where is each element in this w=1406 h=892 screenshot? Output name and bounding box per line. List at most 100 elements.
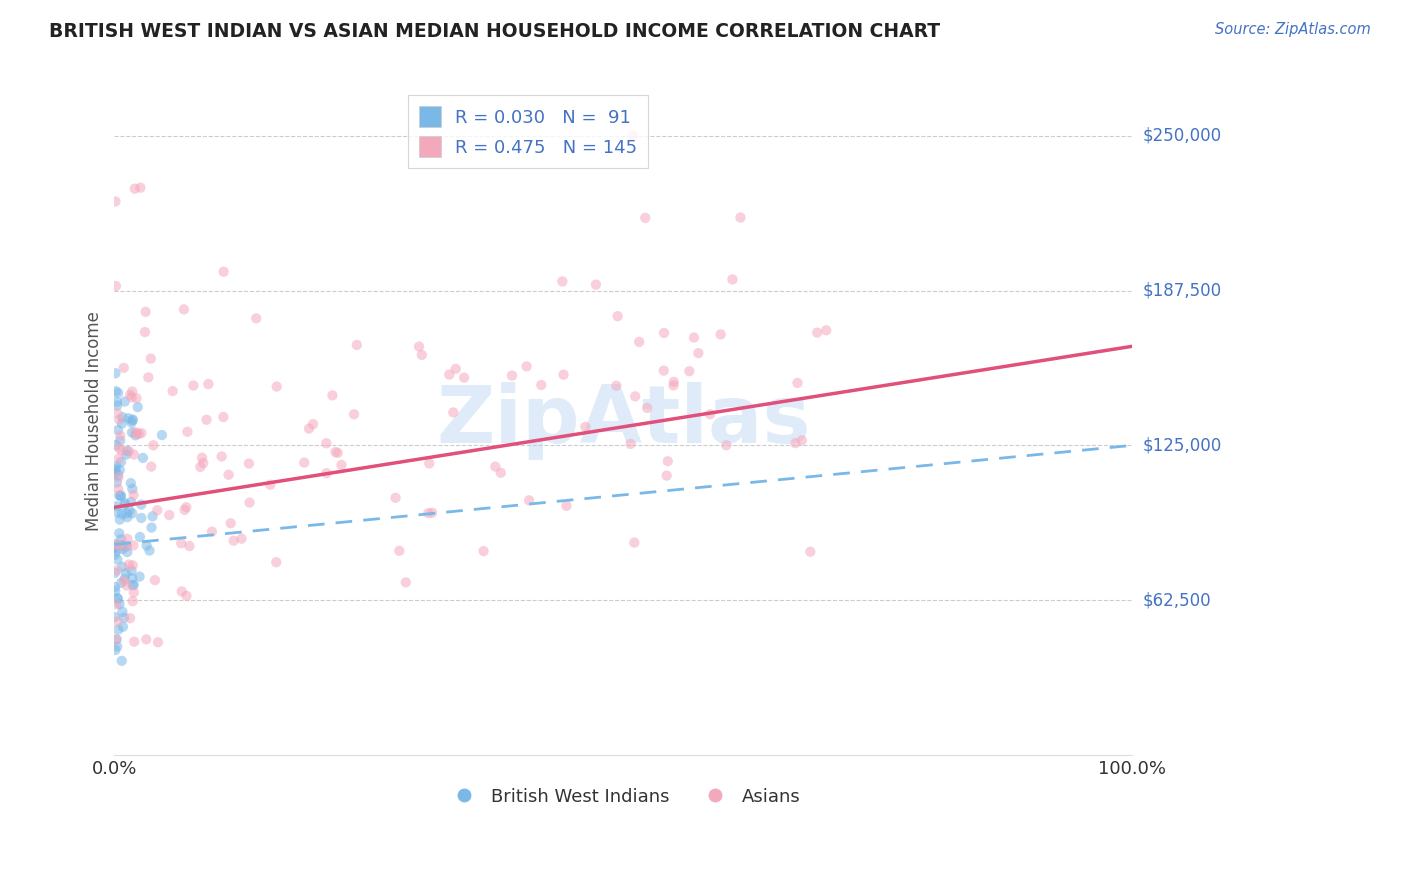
Point (108, 513, 131, 527)
Text: $250,000: $250,000 (1143, 127, 1222, 145)
Point (121, 571, 143, 585)
Point (721, 272, 744, 286)
Point (716, 438, 738, 452)
Point (107, 468, 129, 483)
Point (170, 584, 193, 599)
Point (441, 405, 464, 419)
Point (121, 507, 143, 521)
Point (118, 444, 141, 458)
Point (131, 498, 153, 512)
Point (472, 544, 495, 558)
Point (107, 386, 129, 401)
Point (110, 429, 132, 443)
Point (108, 441, 131, 455)
Point (730, 211, 752, 225)
Point (418, 506, 440, 520)
Point (125, 426, 148, 441)
Point (292, 456, 315, 470)
Point (138, 370, 160, 384)
Point (678, 364, 700, 378)
Point (516, 359, 538, 374)
Point (786, 376, 808, 390)
Point (585, 277, 607, 292)
Point (162, 384, 184, 398)
Point (188, 460, 211, 475)
Point (108, 434, 131, 448)
Point (710, 327, 733, 342)
Point (239, 495, 262, 509)
Point (142, 438, 165, 452)
Point (124, 182, 146, 196)
Point (110, 533, 132, 547)
Point (121, 384, 143, 399)
Point (115, 448, 138, 462)
Point (110, 455, 132, 469)
Point (138, 543, 160, 558)
Point (122, 578, 145, 592)
Point (799, 545, 821, 559)
Point (114, 572, 136, 586)
Point (104, 583, 127, 598)
Text: ZipAtlas: ZipAtlas (436, 382, 810, 459)
Point (574, 420, 596, 434)
Point (105, 598, 128, 612)
Point (104, 279, 127, 293)
Point (108, 463, 131, 477)
Point (107, 505, 129, 519)
Point (121, 482, 143, 496)
Point (105, 395, 128, 409)
Point (121, 425, 143, 440)
Point (108, 412, 131, 426)
Point (121, 594, 143, 608)
Point (388, 543, 411, 558)
Point (124, 428, 146, 442)
Point (105, 632, 128, 647)
Point (411, 348, 433, 362)
Point (105, 399, 128, 413)
Point (104, 540, 127, 554)
Point (634, 211, 657, 225)
Point (384, 491, 406, 505)
Point (117, 510, 139, 524)
Point (111, 507, 134, 521)
Point (174, 500, 197, 515)
Point (302, 417, 325, 431)
Point (259, 477, 281, 491)
Point (104, 384, 127, 399)
Point (117, 532, 139, 546)
Point (122, 488, 145, 502)
Point (321, 388, 343, 402)
Point (111, 654, 134, 668)
Point (131, 511, 153, 525)
Point (107, 407, 129, 421)
Point (107, 482, 129, 496)
Point (555, 499, 578, 513)
Point (114, 498, 136, 512)
Point (111, 541, 134, 556)
Point (176, 589, 198, 603)
Point (315, 466, 337, 480)
Point (125, 391, 148, 405)
Point (108, 539, 131, 553)
Point (114, 496, 136, 510)
Point (806, 326, 828, 340)
Point (315, 436, 337, 450)
Point (420, 506, 443, 520)
Point (110, 488, 132, 502)
Point (662, 378, 685, 392)
Point (111, 538, 134, 552)
Point (218, 467, 240, 482)
Point (484, 459, 506, 474)
Point (699, 407, 721, 421)
Point (111, 620, 134, 634)
Point (105, 591, 128, 605)
Point (343, 407, 366, 421)
Point (652, 326, 675, 340)
Point (105, 475, 128, 490)
Point (636, 401, 658, 415)
Point (628, 334, 651, 349)
Point (115, 507, 138, 521)
Point (606, 309, 628, 323)
Point (111, 417, 134, 431)
Point (330, 458, 353, 472)
